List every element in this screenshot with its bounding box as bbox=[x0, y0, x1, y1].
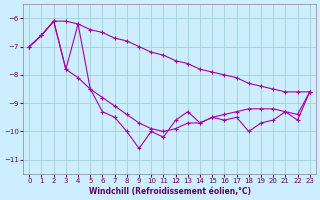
X-axis label: Windchill (Refroidissement éolien,°C): Windchill (Refroidissement éolien,°C) bbox=[89, 187, 251, 196]
